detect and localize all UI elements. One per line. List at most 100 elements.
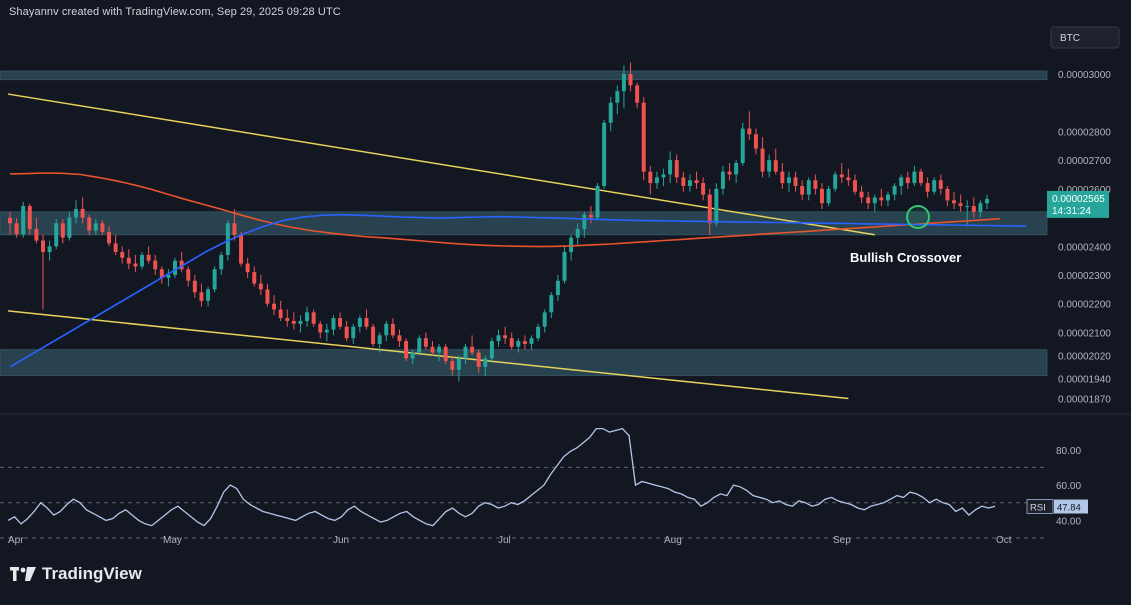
candle[interactable]	[516, 338, 521, 353]
candle[interactable]	[852, 174, 857, 195]
candle[interactable]	[450, 355, 455, 376]
candle[interactable]	[780, 162, 785, 189]
candle[interactable]	[971, 197, 976, 218]
candle[interactable]	[153, 254, 158, 276]
trendline[interactable]	[7, 310, 849, 400]
candle[interactable]	[978, 200, 983, 218]
candle[interactable]	[331, 315, 336, 336]
candle[interactable]	[212, 266, 217, 293]
candle[interactable]	[206, 286, 211, 307]
candle[interactable]	[60, 219, 65, 244]
candle[interactable]	[569, 234, 574, 261]
candle[interactable]	[938, 174, 943, 195]
candle[interactable]	[793, 171, 798, 192]
candle[interactable]	[146, 246, 151, 264]
candle[interactable]	[608, 96, 613, 132]
candle[interactable]	[806, 177, 811, 201]
candle[interactable]	[489, 338, 494, 362]
candle[interactable]	[542, 309, 547, 333]
candle[interactable]	[701, 177, 706, 201]
candle[interactable]	[34, 217, 39, 244]
candle[interactable]	[278, 300, 283, 321]
candle[interactable]	[239, 231, 244, 267]
candle[interactable]	[74, 200, 78, 224]
candle[interactable]	[476, 349, 481, 373]
candle[interactable]	[826, 185, 831, 207]
candle[interactable]	[879, 188, 884, 207]
candle[interactable]	[437, 343, 442, 362]
candle[interactable]	[707, 188, 712, 235]
candle[interactable]	[186, 266, 191, 287]
candle[interactable]	[107, 226, 112, 247]
candle[interactable]	[285, 309, 290, 327]
candle[interactable]	[272, 295, 277, 316]
candle[interactable]	[503, 326, 508, 344]
candle[interactable]	[173, 257, 178, 278]
candle[interactable]	[952, 191, 956, 209]
candle[interactable]	[120, 246, 125, 264]
candle[interactable]	[258, 275, 263, 296]
candle[interactable]	[575, 223, 580, 247]
candle[interactable]	[932, 177, 937, 195]
candle[interactable]	[760, 137, 765, 178]
candle[interactable]	[681, 171, 686, 192]
candle[interactable]	[87, 214, 92, 235]
candle[interactable]	[595, 183, 600, 221]
candle[interactable]	[885, 191, 890, 207]
candle[interactable]	[384, 320, 389, 342]
candle[interactable]	[641, 96, 646, 181]
candle[interactable]	[496, 329, 501, 347]
candle[interactable]	[344, 320, 349, 342]
candle[interactable]	[166, 269, 171, 287]
rsi-line[interactable]	[7, 427, 996, 527]
candle[interactable]	[265, 283, 270, 307]
candle[interactable]	[377, 332, 382, 353]
candle[interactable]	[965, 200, 970, 227]
candle[interactable]	[404, 338, 409, 362]
candle[interactable]	[305, 306, 310, 327]
candle[interactable]	[371, 323, 376, 347]
candle[interactable]	[562, 246, 567, 284]
candle[interactable]	[423, 332, 428, 350]
candle[interactable]	[866, 191, 871, 209]
candle[interactable]	[390, 318, 395, 339]
candle[interactable]	[813, 174, 818, 195]
candle[interactable]	[674, 154, 679, 184]
candle[interactable]	[661, 168, 666, 186]
candle[interactable]	[252, 266, 257, 287]
candle[interactable]	[483, 355, 488, 376]
candle[interactable]	[555, 275, 560, 301]
candle[interactable]	[410, 349, 415, 365]
candle[interactable]	[773, 148, 778, 175]
candle[interactable]	[463, 343, 468, 365]
candle[interactable]	[133, 254, 138, 273]
candle[interactable]	[443, 343, 448, 365]
candle[interactable]	[67, 211, 72, 241]
candle[interactable]	[522, 335, 527, 350]
tradingview-brand[interactable]: TradingView	[10, 564, 142, 584]
candle[interactable]	[324, 323, 329, 342]
candle[interactable]	[945, 185, 950, 207]
candle[interactable]	[311, 309, 316, 327]
candle[interactable]	[509, 332, 514, 350]
candle[interactable]	[47, 240, 52, 261]
candle[interactable]	[126, 249, 131, 270]
candle[interactable]	[113, 234, 118, 255]
candle[interactable]	[41, 234, 45, 310]
candle[interactable]	[740, 122, 745, 166]
symbol-badge[interactable]: BTC	[1050, 26, 1120, 49]
candle[interactable]	[687, 174, 692, 192]
candle[interactable]	[720, 165, 725, 195]
candle[interactable]	[417, 335, 422, 356]
candle[interactable]	[199, 283, 204, 307]
candle[interactable]	[291, 312, 296, 330]
candle[interactable]	[318, 320, 323, 339]
candle[interactable]	[357, 315, 362, 333]
candle[interactable]	[800, 180, 805, 201]
candle[interactable]	[470, 335, 475, 356]
candle[interactable]	[654, 171, 659, 189]
candle[interactable]	[179, 252, 184, 273]
candle[interactable]	[912, 165, 917, 186]
